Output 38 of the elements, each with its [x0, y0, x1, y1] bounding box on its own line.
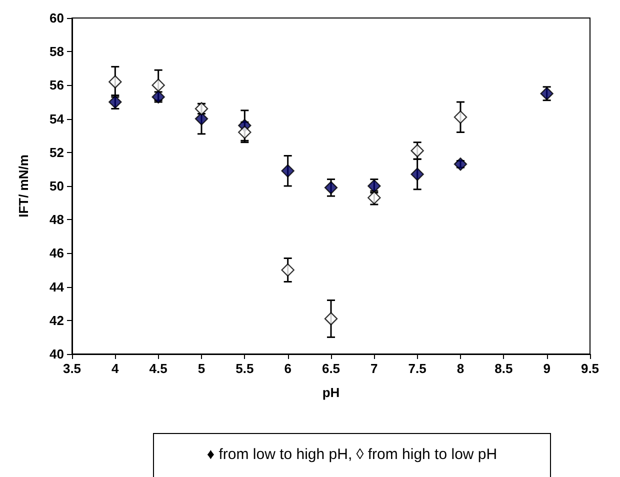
y-axis-title: IFT/ mN/m [16, 154, 31, 218]
point [324, 181, 338, 194]
point [324, 312, 338, 326]
y-tick-label: 54 [50, 111, 65, 126]
y-tick-label: 48 [50, 212, 64, 228]
x-axis-title: pH [322, 385, 340, 400]
x-tick-label: 7.5 [408, 361, 426, 376]
y-tick-label: 52 [50, 144, 64, 160]
point [281, 263, 294, 277]
y-tick-label: 56 [50, 78, 64, 93]
y-tick-label: 50 [50, 178, 64, 194]
x-tick-label: 8 [456, 361, 464, 376]
y-tick-label: 58 [50, 44, 64, 60]
x-tick-label: 6.5 [322, 361, 340, 376]
x-tick-label: 5 [198, 361, 206, 376]
point [410, 168, 424, 181]
x-tick-label: 7 [370, 361, 378, 376]
x-tick-label: 8.5 [494, 361, 513, 376]
point [194, 112, 208, 126]
x-tick-label: 6 [284, 361, 292, 376]
y-tick-label: 42 [50, 312, 64, 328]
point [454, 158, 468, 171]
x-tick-label: 4 [112, 361, 120, 376]
x-tick-label: 4.5 [149, 361, 168, 376]
x-tick-label: 9.5 [580, 361, 600, 376]
point [238, 126, 252, 139]
text: ♦ from low to high pH, ◊ from high to low pH [206, 446, 498, 463]
point [152, 78, 165, 92]
y-tick-label: 60 [50, 10, 64, 26]
y-tick-label: 46 [50, 246, 64, 261]
point [108, 75, 122, 88]
point [281, 164, 294, 178]
point [454, 110, 468, 124]
x-tick-label: 9 [543, 361, 550, 376]
y-tick-label: 44 [50, 279, 65, 294]
x-tick-label: 3.5 [62, 361, 82, 376]
x-tick-label: 5.5 [236, 361, 254, 376]
y-tick-label: 40 [50, 346, 64, 362]
